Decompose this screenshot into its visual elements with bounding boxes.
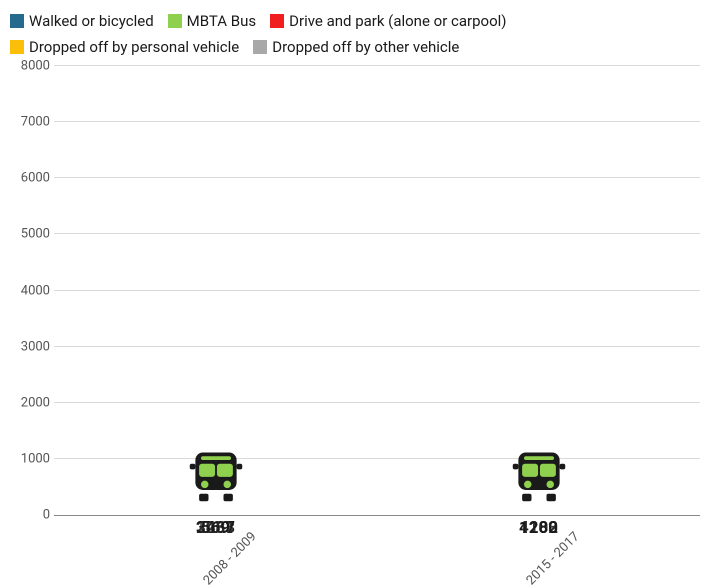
grid-line — [54, 290, 700, 291]
legend-swatch — [10, 40, 24, 54]
legend-label: Walked or bicycled — [29, 12, 154, 30]
legend-item-drop_personal: Dropped off by personal vehicle — [10, 38, 239, 56]
legend-label: MBTA Bus — [187, 12, 256, 30]
y-tick-label: 5000 — [10, 227, 50, 242]
y-tick-label: 8000 — [10, 59, 50, 74]
bus-icon — [509, 445, 569, 505]
stacked-bar-chart: Walked or bicycled MBTA Bus Drive and park… — [10, 10, 700, 516]
y-tick-label: 4000 — [10, 283, 50, 298]
y-tick-label: 2000 — [10, 395, 50, 410]
grid-line — [54, 121, 700, 122]
y-tick-label: 3000 — [10, 339, 50, 354]
legend-label: Dropped off by personal vehicle — [29, 38, 239, 56]
legend-item-drive: Drive and park (alone or carpool) — [270, 12, 506, 30]
grid-line — [54, 233, 700, 234]
y-tick-label: 7000 — [10, 115, 50, 130]
grid-line — [54, 458, 700, 459]
legend-label: Dropped off by other vehicle — [272, 38, 459, 56]
legend-item-drop_other: Dropped off by other vehicle — [253, 38, 459, 56]
legend-item-walked: Walked or bicycled — [10, 12, 154, 30]
grid-line — [54, 402, 700, 403]
segment-value-label: 569 — [80, 518, 351, 538]
legend: Walked or bicycled MBTA Bus Drive and park… — [10, 10, 700, 66]
grid-line — [54, 65, 700, 66]
y-tick-label: 6000 — [10, 171, 50, 186]
legend-swatch — [253, 40, 267, 54]
legend-item-bus: MBTA Bus — [168, 12, 256, 30]
grid-line — [54, 346, 700, 347]
legend-swatch — [168, 14, 182, 28]
y-tick-label: 1000 — [10, 451, 50, 466]
segment-value-label: 1280 — [403, 518, 674, 538]
legend-label: Drive and park (alone or carpool) — [289, 12, 506, 30]
bus-icon — [186, 445, 246, 505]
y-tick-label: 0 — [10, 508, 50, 523]
legend-swatch — [10, 14, 24, 28]
legend-swatch — [270, 14, 284, 28]
grid-line — [54, 177, 700, 178]
plot-area: 12632031 34875692008 - 200911034102 1280… — [54, 66, 700, 516]
